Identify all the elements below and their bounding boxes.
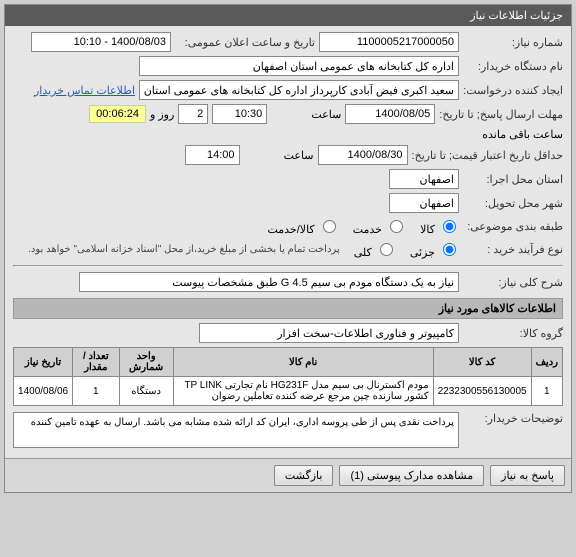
buyer-desc-label: توضیحات خریدار:	[463, 412, 563, 425]
need-summary-label: شرح کلی نیاز:	[463, 276, 563, 289]
deadline-date-field	[345, 104, 435, 124]
time-label-2: ساعت	[244, 149, 314, 162]
creator-field	[139, 80, 459, 100]
creator-label: ایجاد کننده درخواست:	[463, 84, 563, 97]
buy-process-label: نوع فرآیند خرید :	[463, 243, 563, 256]
announce-label: تاریخ و ساعت اعلان عمومی:	[175, 36, 315, 49]
divider	[13, 265, 563, 267]
countdown-timer: 00:06:24	[89, 105, 146, 123]
col-name: نام کالا	[173, 348, 433, 377]
cell-unit: دستگاه	[119, 377, 173, 406]
deadline-time-field	[212, 104, 267, 124]
cell-name: مودم اکسترنال بی سیم مدل HG231F نام تجار…	[173, 377, 433, 406]
process-note: پرداخت تمام یا بخشی از مبلغ خرید،از محل …	[28, 244, 340, 255]
panel-title: جزئیات اطلاعات نیاز	[5, 5, 571, 26]
table-header-row: ردیف کد کالا نام کالا واحد شمارش تعداد /…	[14, 348, 563, 377]
valid-date-field	[318, 145, 408, 165]
group-field	[199, 323, 459, 343]
remain-days-label: روز و	[150, 108, 174, 121]
radio-partial-label: جزئی	[410, 240, 459, 259]
cell-row: 1	[531, 377, 562, 406]
cell-date: 1400/08/06	[14, 377, 73, 406]
radio-goods-service-label: کالا/خدمت	[267, 217, 338, 236]
attachments-button[interactable]: مشاهده مدارک پیوستی (1)	[339, 465, 484, 486]
buyer-org-label: نام دستگاه خریدار:	[463, 60, 563, 73]
need-no-label: شماره نیاز:	[463, 36, 563, 49]
radio-full[interactable]	[380, 243, 393, 256]
col-unit: واحد شمارش	[119, 348, 173, 377]
deliv-city-label: شهر محل تحویل:	[463, 197, 563, 210]
table-row: 1 2232300556130005 مودم اکسترنال بی سیم …	[14, 377, 563, 406]
radio-goods-label: کالا	[420, 217, 459, 236]
valid-label: حداقل تاریخ اعتبار قیمت; تا تاریخ:	[412, 149, 563, 162]
radio-service[interactable]	[390, 220, 403, 233]
main-content: شماره نیاز: تاریخ و ساعت اعلان عمومی: نا…	[5, 26, 571, 458]
contact-link[interactable]: اطلاعات تماس خریدار	[34, 84, 135, 97]
deliv-city-field	[389, 193, 459, 213]
col-code: کد کالا	[433, 348, 531, 377]
time-label-1: ساعت	[271, 108, 341, 121]
radio-partial[interactable]	[443, 243, 456, 256]
need-no-field	[319, 32, 459, 52]
radio-full-label: کلی	[354, 240, 396, 259]
remain-days-field	[178, 104, 208, 124]
col-row: ردیف	[531, 348, 562, 377]
announce-field	[31, 32, 171, 52]
cell-code: 2232300556130005	[433, 377, 531, 406]
reply-button[interactable]: پاسخ به نیاز	[490, 465, 565, 486]
exec-prov-field	[389, 169, 459, 189]
items-section-title: اطلاعات کالاهای مورد نیاز	[13, 298, 563, 319]
exec-prov-label: استان محل اجرا:	[463, 173, 563, 186]
valid-time-field	[185, 145, 240, 165]
col-date: تاریخ نیاز	[14, 348, 73, 377]
need-summary-field	[79, 272, 459, 292]
group-label: گروه کالا:	[463, 327, 563, 340]
deadline-label: مهلت ارسال پاسخ; تا تاریخ:	[439, 108, 563, 121]
back-button[interactable]: بازگشت	[274, 465, 334, 486]
radio-goods[interactable]	[443, 220, 456, 233]
radio-goods-service[interactable]	[323, 220, 336, 233]
buyer-org-field	[139, 56, 459, 76]
buyer-desc-box: پرداخت نقدی پس از طی پروسه اداری، ایران …	[13, 412, 459, 448]
remain-suffix: ساعت باقی مانده	[482, 128, 563, 141]
cell-qty: 1	[73, 377, 119, 406]
col-qty: تعداد / مقدار	[73, 348, 119, 377]
radio-service-label: خدمت	[353, 217, 406, 236]
button-bar: پاسخ به نیاز مشاهده مدارک پیوستی (1) باز…	[5, 458, 571, 492]
items-table: ردیف کد کالا نام کالا واحد شمارش تعداد /…	[13, 347, 563, 406]
need-type-label: طبقه بندی موضوعی:	[463, 220, 563, 233]
need-details-panel: جزئیات اطلاعات نیاز شماره نیاز: تاریخ و …	[4, 4, 572, 493]
